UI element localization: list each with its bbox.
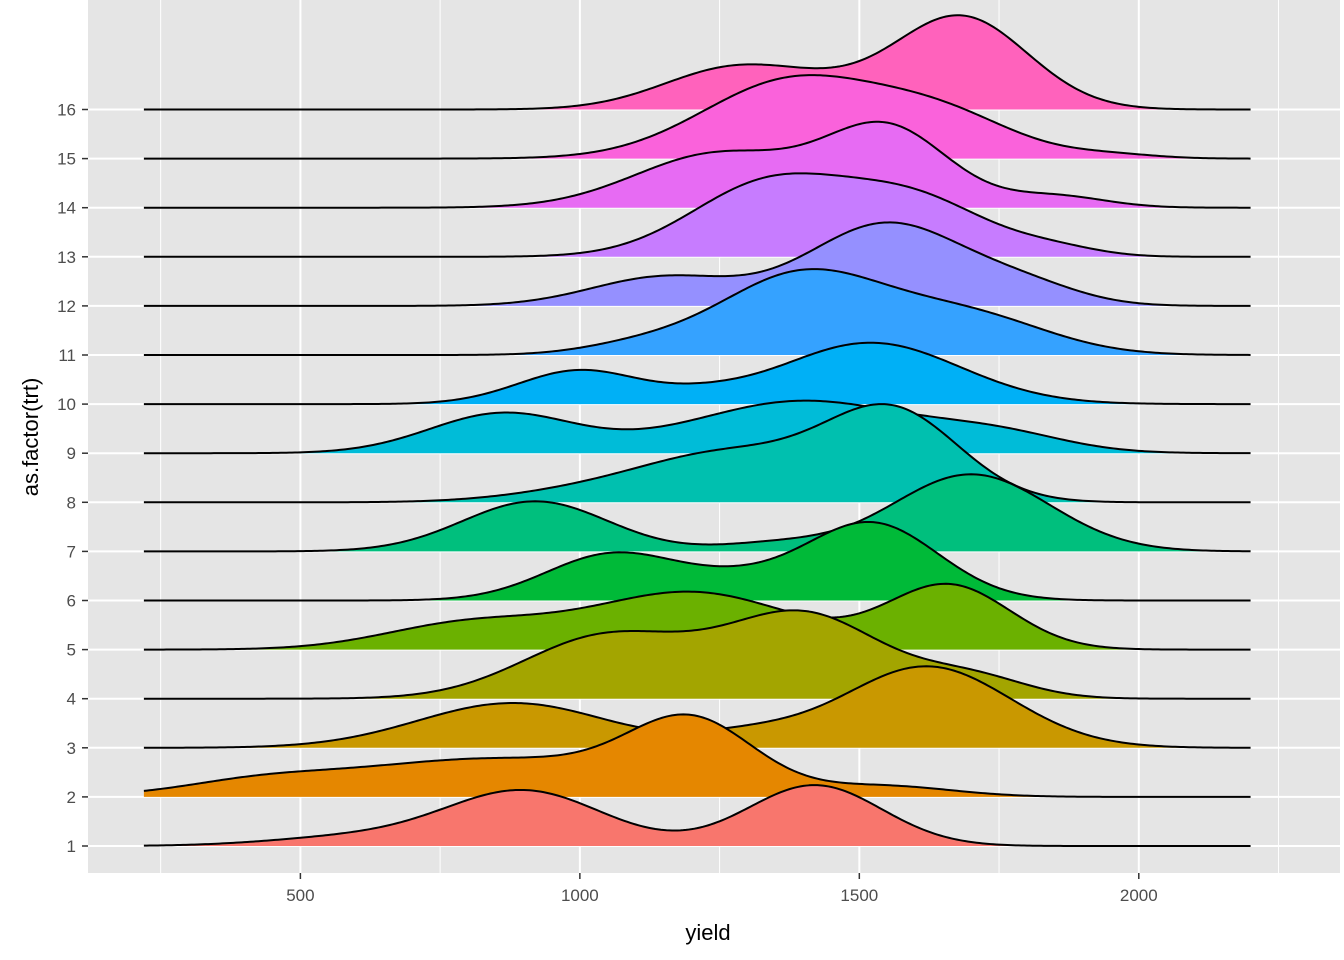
y-axis-title: as.factor(trt)	[18, 378, 43, 497]
x-tick-label: 1500	[840, 886, 878, 905]
y-tick-label: 5	[67, 641, 76, 660]
ridge-fill-10	[143, 342, 1251, 405]
x-tick-label: 1000	[561, 886, 599, 905]
y-tick-label: 3	[67, 739, 76, 758]
ridge-line-10	[143, 341, 1251, 406]
ridge-fill-5	[143, 583, 1251, 650]
ridge-fill-11	[143, 269, 1251, 355]
ridge-line-8	[143, 403, 1251, 504]
x-tick-label: 2000	[1120, 886, 1158, 905]
x-axis: 500 1000 1500 2000	[286, 873, 1158, 905]
ridge-fill-1	[143, 785, 1251, 846]
y-tick-label: 8	[67, 493, 76, 512]
ridge-line-7	[143, 473, 1251, 553]
y-tick-label: 7	[67, 542, 76, 561]
y-tick-label: 12	[57, 297, 76, 316]
ridge-fill-4	[143, 610, 1251, 699]
ridge-fill-7	[143, 474, 1251, 552]
x-tick-label: 500	[286, 886, 314, 905]
ridge-line-5	[143, 582, 1251, 651]
ridge-line-16	[143, 14, 1251, 111]
ridge-line-2	[143, 713, 1251, 798]
y-tick-label: 1	[67, 837, 76, 856]
ridge-line-4	[143, 609, 1251, 700]
ridge-line-14	[143, 120, 1251, 209]
ridge-fill-15	[143, 75, 1251, 159]
x-axis-title: yield	[685, 920, 730, 945]
y-tick-label: 2	[67, 788, 76, 807]
y-tick-label: 10	[57, 395, 76, 414]
ridge-fill-2	[143, 714, 1251, 797]
y-tick-label: 4	[67, 690, 76, 709]
ridges	[143, 14, 1251, 847]
ridge-fill-3	[143, 666, 1251, 748]
ridge-fill-14	[143, 121, 1251, 208]
ridge-fill-9	[143, 400, 1251, 454]
ridge-line-12	[143, 221, 1251, 307]
ridge-line-11	[143, 268, 1251, 356]
y-tick-label: 9	[67, 444, 76, 463]
y-tick-label: 6	[67, 592, 76, 611]
ridge-fill-6	[143, 521, 1251, 601]
ridge-line-6	[143, 520, 1251, 602]
ridge-fill-13	[143, 173, 1251, 257]
y-tick-label: 13	[57, 248, 76, 267]
ridge-line-1	[143, 784, 1251, 847]
ridge-line-9	[143, 399, 1251, 455]
y-tick-label: 16	[57, 101, 76, 120]
y-tick-label: 15	[57, 150, 76, 169]
ridge-line-13	[143, 172, 1251, 258]
y-tick-label: 11	[58, 346, 76, 365]
ridge-fill-12	[143, 222, 1251, 306]
ridge-fill-16	[143, 15, 1251, 110]
y-tick-label: 14	[57, 199, 76, 218]
ridge-line-15	[143, 74, 1251, 160]
